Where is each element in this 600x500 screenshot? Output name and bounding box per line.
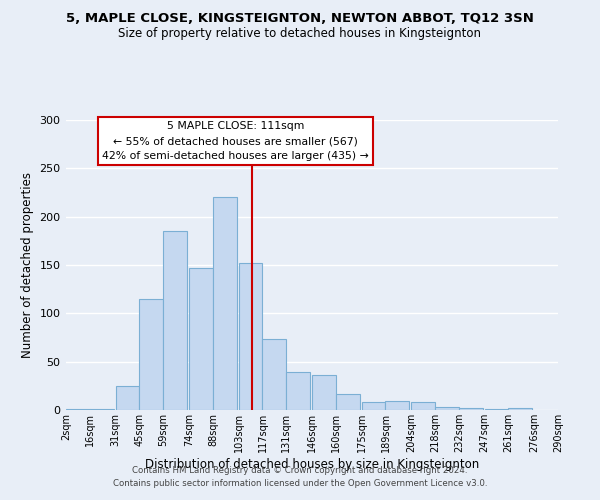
Text: 5 MAPLE CLOSE: 111sqm
← 55% of detached houses are smaller (567)
42% of semi-det: 5 MAPLE CLOSE: 111sqm ← 55% of detached … (103, 122, 369, 161)
Bar (139, 299, 163, 410)
Text: Size of property relative to detached houses in Kingsteignton: Size of property relative to detached ho… (119, 28, 482, 40)
Text: 5, MAPLE CLOSE, KINGSTEIGNTON, NEWTON ABBOT, TQ12 3SN: 5, MAPLE CLOSE, KINGSTEIGNTON, NEWTON AB… (66, 12, 534, 26)
Bar (286, 372, 310, 410)
Bar (362, 402, 385, 410)
Bar (189, 268, 213, 410)
Bar (336, 394, 360, 410)
Bar (411, 402, 435, 410)
Bar (213, 198, 237, 410)
Bar (262, 340, 286, 410)
Bar (90, 409, 114, 410)
Bar (163, 231, 187, 410)
Bar (485, 409, 508, 410)
Text: Contains HM Land Registry data © Crown copyright and database right 2024.
Contai: Contains HM Land Registry data © Crown c… (113, 466, 487, 487)
Bar (459, 408, 483, 410)
Bar (116, 386, 139, 410)
Bar (66, 409, 90, 410)
Bar (312, 375, 336, 410)
Y-axis label: Number of detached properties: Number of detached properties (21, 172, 34, 358)
Bar (508, 408, 532, 410)
Bar (239, 263, 262, 410)
Bar (385, 402, 409, 410)
Bar (435, 407, 459, 410)
X-axis label: Distribution of detached houses by size in Kingsteignton: Distribution of detached houses by size … (145, 458, 479, 470)
